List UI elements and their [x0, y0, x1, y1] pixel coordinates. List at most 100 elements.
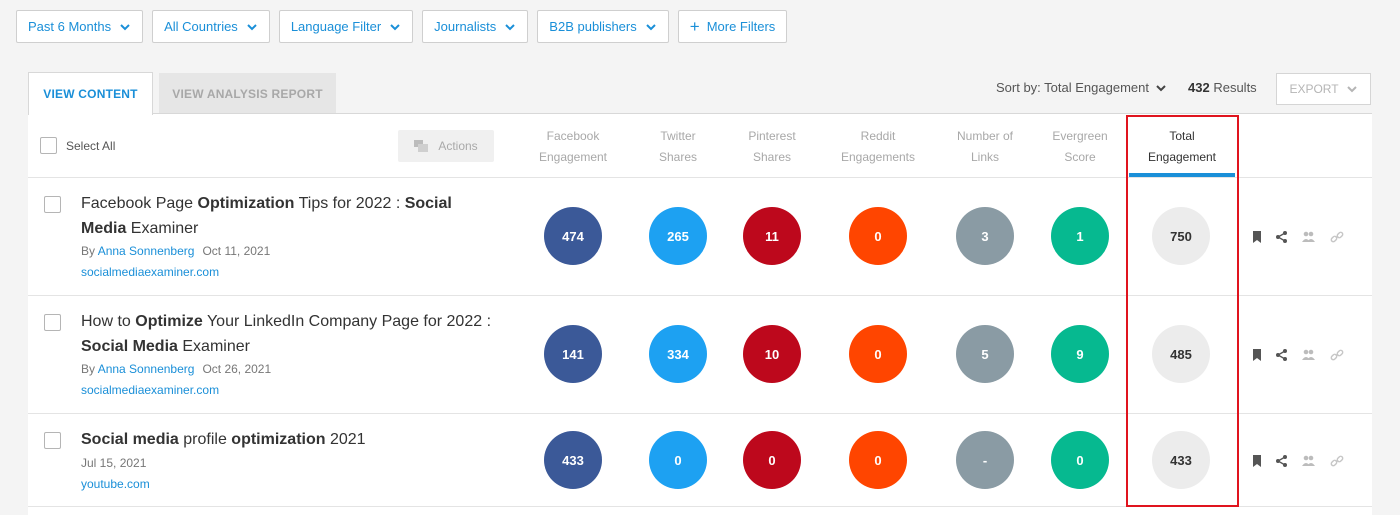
users-icon[interactable]: [1301, 454, 1315, 468]
chevron-down-icon: [247, 23, 257, 30]
chevron-down-icon: [505, 23, 516, 30]
title-text: Facebook Page: [81, 195, 198, 212]
pinterest-shares-value: 10: [743, 325, 801, 383]
publish-date: Jul 15, 2021: [81, 456, 147, 470]
column-evergreen-score[interactable]: Evergreen Score: [1030, 126, 1130, 168]
actions-button[interactable]: Actions: [398, 130, 494, 162]
column-label-line: Engagement: [538, 150, 608, 164]
column-twitter-shares[interactable]: Twitter Shares: [628, 126, 728, 168]
title-text: 2021: [325, 431, 366, 448]
chevron-down-icon: [1156, 84, 1166, 91]
column-label-line: Number of: [956, 129, 1014, 143]
bookmark-icon[interactable]: [1250, 230, 1264, 244]
column-total-engagement[interactable]: Total Engagement: [1132, 126, 1232, 168]
column-label-line: Pinterest: [748, 129, 796, 143]
domain-link[interactable]: youtube.com: [81, 477, 150, 491]
table-row: Facebook Page Optimization Tips for 2022…: [28, 178, 1372, 296]
tab-view-analysis-report[interactable]: VIEW ANALYSIS REPORT: [159, 73, 336, 115]
column-label-line: Total: [1169, 129, 1195, 143]
plus-icon: +: [689, 17, 700, 36]
row-checkbox[interactable]: [44, 196, 61, 213]
total-engagement-value: 750: [1152, 207, 1210, 265]
article-title[interactable]: How to Optimize Your LinkedIn Company Pa…: [81, 309, 501, 359]
title-text: profile: [178, 431, 232, 448]
actions-label: Actions: [438, 139, 478, 153]
row-checkbox[interactable]: [44, 432, 61, 449]
filter-b2b-publishers[interactable]: B2B publishers: [537, 10, 669, 43]
share-icon[interactable]: [1275, 454, 1289, 468]
filter-label: B2B publishers: [549, 19, 637, 34]
title-text: Your LinkedIn Company Page for 2022 :: [202, 313, 492, 330]
results-count: 432 Results: [1188, 80, 1257, 95]
column-reddit-engagements[interactable]: Reddit Engagements: [828, 126, 928, 168]
column-pinterest-shares[interactable]: Pinterest Shares: [722, 126, 822, 168]
column-label-line: Facebook: [546, 129, 600, 143]
chat-icon: [414, 140, 429, 152]
filter-journalists[interactable]: Journalists: [422, 10, 529, 43]
title-text: Tips for 2022 :: [294, 195, 405, 212]
filter-label: Journalists: [434, 19, 497, 34]
chevron-down-icon: [646, 23, 656, 30]
domain-link[interactable]: socialmediaexaminer.com: [81, 265, 220, 279]
chevron-down-icon: [1346, 86, 1357, 93]
bookmark-icon[interactable]: [1250, 454, 1264, 468]
column-label-line: Evergreen: [1052, 129, 1108, 143]
author-prefix: By: [81, 244, 98, 258]
twitter-shares-value: 265: [649, 207, 707, 265]
author-link[interactable]: Anna Sonnenberg: [97, 244, 195, 258]
reddit-engagements-value: 0: [849, 325, 907, 383]
chevron-down-icon: [120, 23, 130, 30]
title-text: Examiner: [177, 338, 250, 355]
filter-language[interactable]: Language Filter: [278, 10, 414, 43]
select-all-checkbox[interactable]: [40, 137, 57, 154]
evergreen-score-value: 0: [1051, 431, 1109, 489]
column-number-of-links[interactable]: Number of Links: [935, 126, 1035, 168]
filter-bar: Past 6 Months All Countries Language Fil…: [16, 10, 788, 43]
total-engagement-value: 485: [1152, 325, 1210, 383]
link-icon[interactable]: [1330, 454, 1344, 468]
filter-countries[interactable]: All Countries: [152, 10, 270, 43]
share-icon[interactable]: [1275, 348, 1289, 362]
table-row: Social media profile optimization 2021 J…: [28, 414, 1372, 507]
title-keyword: Optimization: [197, 195, 295, 212]
filter-label: All Countries: [164, 19, 238, 34]
users-icon[interactable]: [1301, 230, 1315, 244]
domain-link[interactable]: socialmediaexaminer.com: [81, 383, 220, 397]
row-checkbox[interactable]: [44, 314, 61, 331]
sort-label: Sort by: Total Engagement: [996, 80, 1149, 95]
tab-view-content[interactable]: VIEW CONTENT: [28, 72, 153, 115]
number-of-links-value: 5: [956, 325, 1014, 383]
author-link[interactable]: Anna Sonnenberg: [97, 362, 195, 376]
column-label-line: Score: [1064, 150, 1096, 164]
link-icon[interactable]: [1330, 348, 1344, 362]
filter-date-range[interactable]: Past 6 Months: [16, 10, 144, 43]
table-header: Select All Actions Facebook Engagement T…: [28, 114, 1372, 178]
column-facebook-engagement[interactable]: Facebook Engagement: [523, 126, 623, 168]
total-engagement-value: 433: [1152, 431, 1210, 489]
sort-dropdown[interactable]: Sort by: Total Engagement: [996, 80, 1167, 95]
share-icon[interactable]: [1275, 230, 1289, 244]
number-of-links-value: 3: [956, 207, 1014, 265]
column-label-line: Links: [970, 150, 999, 164]
article-title[interactable]: Facebook Page Optimization Tips for 2022…: [81, 191, 501, 241]
column-label-line: Twitter: [660, 129, 696, 143]
facebook-engagement-value: 474: [544, 207, 602, 265]
users-icon[interactable]: [1301, 348, 1315, 362]
article-title[interactable]: Social media profile optimization 2021: [81, 427, 501, 452]
export-label: EXPORT: [1289, 82, 1339, 96]
number-of-links-value: -: [956, 431, 1014, 489]
evergreen-score-value: 1: [1051, 207, 1109, 265]
export-button[interactable]: EXPORT: [1276, 73, 1371, 105]
select-all-label: Select All: [66, 139, 116, 153]
bookmark-icon[interactable]: [1250, 348, 1264, 362]
title-text: How to: [81, 313, 136, 330]
column-label-line: Shares: [752, 150, 792, 164]
article-meta: By Anna Sonnenberg Oct 26, 2021: [81, 362, 271, 376]
link-icon[interactable]: [1330, 230, 1344, 244]
filter-label: Past 6 Months: [28, 19, 112, 34]
more-filters-button[interactable]: + More Filters: [677, 10, 788, 43]
article-meta: By Anna Sonnenberg Oct 11, 2021: [81, 244, 270, 258]
reddit-engagements-value: 0: [849, 431, 907, 489]
column-label-line: Engagement: [1147, 150, 1217, 164]
filter-label: More Filters: [706, 19, 776, 34]
